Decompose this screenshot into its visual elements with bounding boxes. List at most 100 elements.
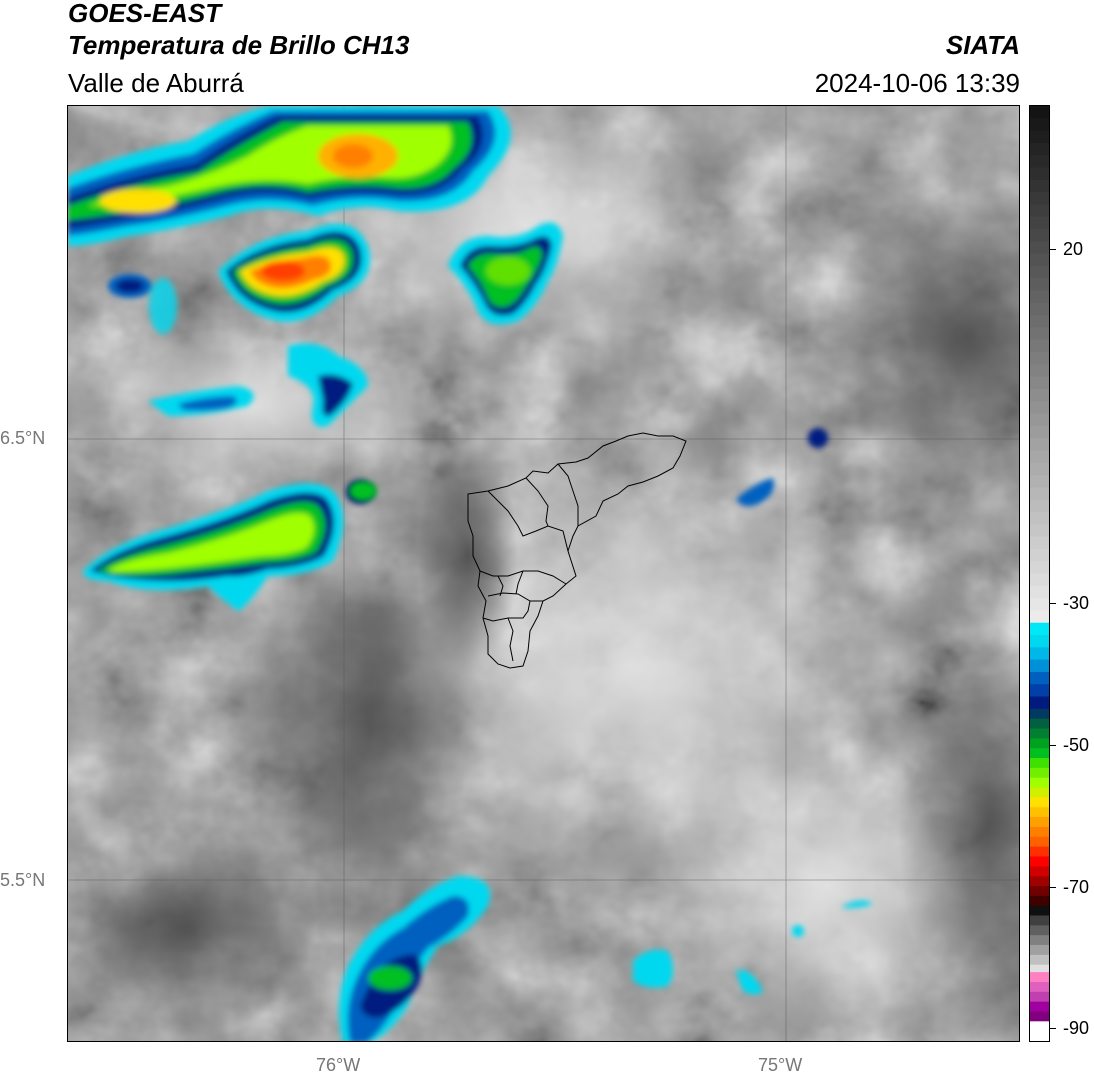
colorbar-stripe xyxy=(1030,671,1049,685)
colorbar-stripe xyxy=(1030,241,1049,255)
colorbar-stripe xyxy=(1030,817,1049,828)
colorbar-stripe xyxy=(1030,915,1049,926)
colorbar-stripe xyxy=(1030,647,1049,661)
colorbar-stripe xyxy=(1030,876,1049,887)
agency-name: SIATA xyxy=(945,30,1020,60)
colorbar-stripe xyxy=(1030,352,1049,365)
colorbar-stripe xyxy=(1030,807,1049,818)
cell-south xyxy=(339,876,873,1041)
colorbar-stripe xyxy=(1030,511,1049,525)
satellite-map[interactable] xyxy=(67,105,1020,1042)
colorbar-stripe xyxy=(1030,635,1049,648)
colorbar-stripe xyxy=(1030,253,1049,267)
colorbar-stripe xyxy=(1030,192,1049,206)
cell-small-west xyxy=(108,274,828,507)
colorbar-stripe xyxy=(1030,964,1049,973)
colorbar-tick xyxy=(1050,887,1056,888)
colorbar-label-20: 20 xyxy=(1063,239,1084,259)
colorbar-stripe xyxy=(1030,856,1049,867)
colorbar-stripe xyxy=(1030,925,1049,936)
colorbar-stripe xyxy=(1030,118,1049,132)
colorbar-stripe xyxy=(1030,935,1049,946)
colorbar-label-minus50: -50 xyxy=(1063,735,1090,755)
colorbar-stripe xyxy=(1030,216,1049,230)
colorbar-stripe xyxy=(1030,696,1049,710)
timestamp: 2024-10-06 13:39 xyxy=(814,68,1020,98)
colorbar-stripe xyxy=(1030,684,1049,698)
colorbar-tick xyxy=(1050,249,1056,250)
colorbar-stripe xyxy=(1030,797,1049,808)
colorbar-stripe xyxy=(1030,315,1049,329)
colorbar-stripe xyxy=(1030,376,1049,390)
colorbar-stripe xyxy=(1030,777,1049,789)
colorbar-stripe xyxy=(1030,278,1049,292)
colorbar-stripe xyxy=(1030,524,1049,538)
colorbar-stripe xyxy=(1030,1001,1049,1013)
colorbar-stripe xyxy=(1030,708,1049,720)
colorbar-stripe xyxy=(1030,826,1049,838)
colorbar-stripe xyxy=(1030,767,1049,779)
colorbar-stripe xyxy=(1030,981,1049,993)
region-subtitle: Valle de Aburrá xyxy=(68,68,244,98)
colorbar-stripe xyxy=(1030,339,1049,353)
colorbar-stripe xyxy=(1030,290,1049,304)
colorbar-stripe xyxy=(1030,204,1049,218)
colorbar-stripe xyxy=(1030,499,1049,513)
colorbar-label-minus30: -30 xyxy=(1063,593,1090,613)
colorbar-stripe xyxy=(1030,905,1049,917)
colorbar-stripe xyxy=(1030,836,1049,848)
colorbar-stripe xyxy=(1030,462,1049,476)
colorbar-stripe xyxy=(1030,302,1049,316)
colorbar-stripe xyxy=(1030,718,1049,730)
convective-cells xyxy=(68,106,873,1041)
product-title: Temperatura de Brillo CH13 xyxy=(68,30,410,60)
colorbar-label-minus70: -70 xyxy=(1063,877,1090,897)
colorbar-stripe xyxy=(1030,548,1049,562)
colorbar-tick xyxy=(1050,745,1056,746)
colorbar-stripe xyxy=(1030,561,1049,575)
colorbar-stripe xyxy=(1030,487,1049,501)
colorbar-tick xyxy=(1050,1028,1056,1029)
colorbar-stripe xyxy=(1030,866,1049,877)
lat-label-5-5N: 5.5°N xyxy=(0,870,46,890)
colorbar-stripe xyxy=(1030,895,1049,907)
cell-center-north xyxy=(448,222,563,325)
colorbar-stripe xyxy=(1030,738,1049,749)
colorbar-stripe xyxy=(1030,413,1049,427)
colorbar-stripe xyxy=(1030,425,1049,439)
colorbar-stripe xyxy=(1030,728,1049,739)
colorbar-stripe xyxy=(1030,265,1049,279)
colorbar-stripe xyxy=(1030,388,1049,402)
colorbar-stripe xyxy=(1030,954,1049,966)
colorbar-stripe xyxy=(1030,972,1049,983)
colorbar-stripe xyxy=(1030,179,1049,193)
colorbar-stripe xyxy=(1030,748,1049,759)
colorbar-stripe xyxy=(1030,450,1049,464)
colorbar-stripe xyxy=(1030,787,1049,799)
colorbar-stripe xyxy=(1030,610,1049,624)
lon-label-76W: 76°W xyxy=(316,1055,361,1075)
colorbar-stripe xyxy=(1030,401,1049,415)
satellite-title: GOES-EAST xyxy=(68,0,222,28)
cell-north-band xyxy=(68,106,511,246)
colorbar xyxy=(1029,105,1050,1042)
colorbar-stripe xyxy=(1030,758,1049,769)
municipal-boundaries xyxy=(467,432,687,669)
cell-orange-core xyxy=(218,223,370,322)
colorbar-stripe xyxy=(1030,598,1049,612)
colorbar-stripe xyxy=(1030,945,1049,956)
colorbar-stripe xyxy=(1030,229,1049,242)
colorbar-stripe xyxy=(1030,1011,1049,1022)
colorbar-stripe xyxy=(1030,106,1049,119)
colorbar-stripe xyxy=(1030,622,1049,636)
colorbar-stripe xyxy=(1030,573,1049,587)
colorbar-stripe xyxy=(1030,991,1049,1003)
colorbar-stripe xyxy=(1030,536,1049,550)
lat-label-6-5N: 6.5°N xyxy=(0,428,46,448)
colorbar-stripe xyxy=(1030,885,1049,897)
colorbar-stripe xyxy=(1030,130,1049,144)
colorbar-tick xyxy=(1050,603,1056,604)
colorbar-stripe xyxy=(1030,167,1049,181)
colorbar-stripe xyxy=(1030,364,1049,378)
colorbar-stripe xyxy=(1030,475,1049,488)
